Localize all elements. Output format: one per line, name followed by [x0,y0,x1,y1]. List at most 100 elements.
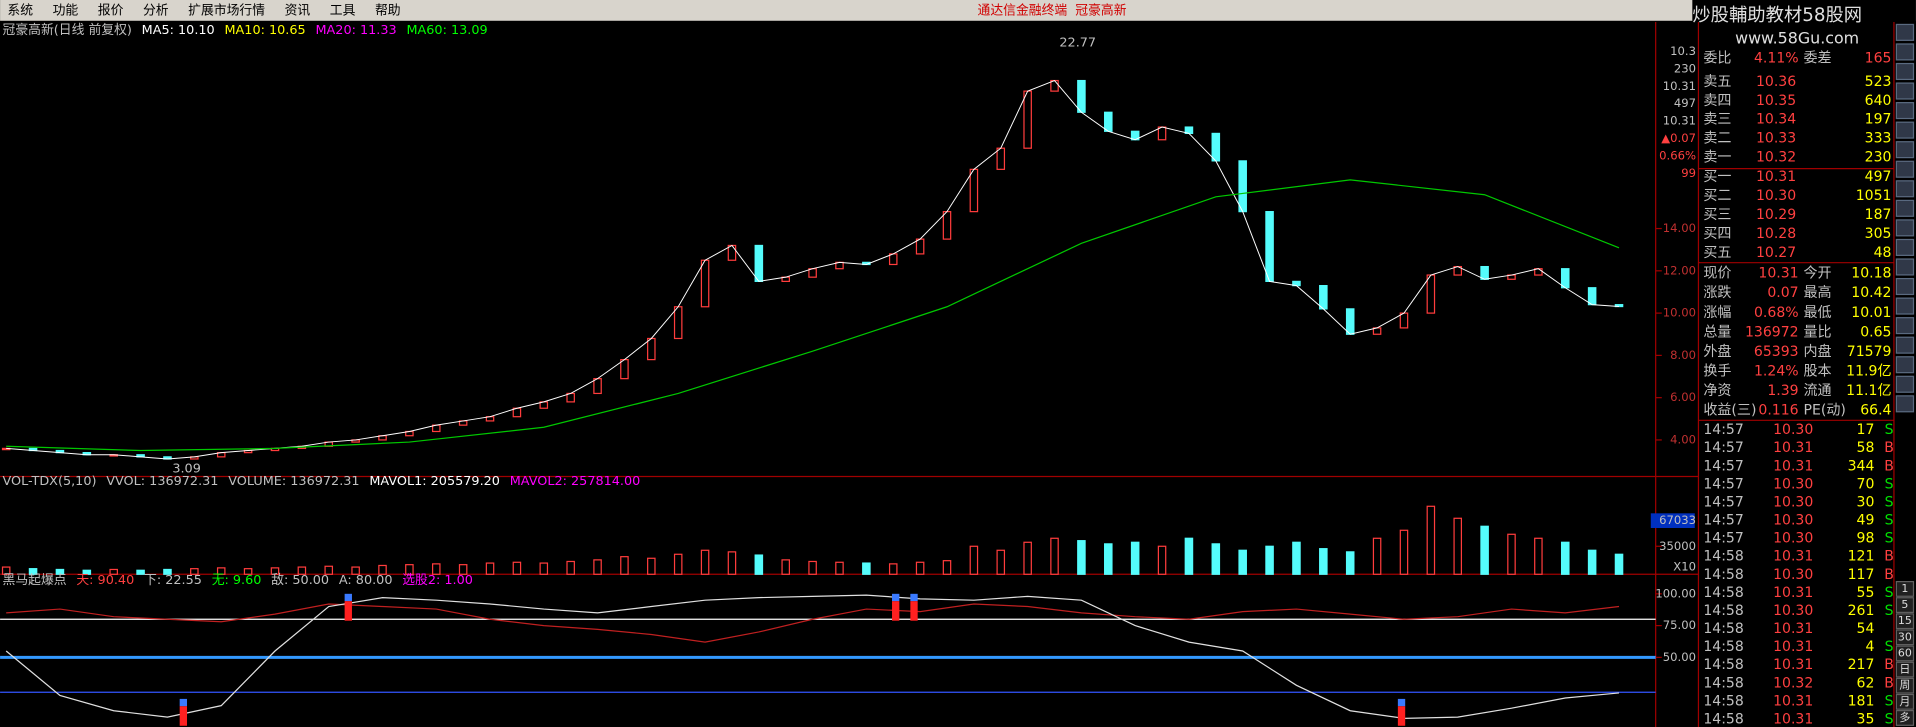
side-tab [1895,693,1915,710]
tool-icon [1895,160,1915,178]
cell: 0.116 [1758,403,1798,419]
red-line [6,603,1620,643]
cell: S [1885,476,1894,492]
cell: 11.1亿 [1846,383,1891,399]
tool-icon [1895,82,1915,100]
volume-bar [593,559,602,575]
y-tick-label: 8.00 [1670,348,1696,362]
tool-icon [1895,180,1915,198]
menu-item[interactable]: 工具 [330,3,356,18]
cell: 买一 [1703,169,1731,185]
candle [754,244,764,283]
volume-bar [324,565,334,575]
volume-bar [1023,541,1032,575]
cell: 1051 [1856,188,1892,204]
cell: 14:58 [1703,693,1743,709]
tool-icon [1895,277,1915,296]
candle [620,359,629,380]
cell: 买五 [1703,245,1731,261]
cell: 305 [1865,226,1892,242]
cell: 10.30 [1756,188,1796,204]
side-tab [1895,710,1915,726]
volume-bar [243,568,253,575]
cell: 收益(三) [1703,403,1756,419]
cell: 54 [1857,621,1875,637]
cell: 10.30 [1773,513,1813,529]
volume-bar [136,569,145,575]
cell: 49 [1857,513,1875,529]
signal-up [179,698,188,707]
cell: 委差 [1804,51,1832,67]
tool-icon [1895,317,1915,335]
cell: 14:58 [1703,567,1743,583]
quote-strip-value: 10.3 [1670,44,1696,58]
cell: PE(动) [1804,403,1846,419]
cell: 今开 [1804,266,1832,282]
cell: B [1884,440,1894,456]
terminal-name: 通达信金融终端 [978,2,1068,18]
side-tab [1895,677,1915,694]
y-tick-label: 50.00 [1663,650,1696,664]
volume-bar [1372,537,1382,575]
legend-item: MA60: 13.09 [406,23,487,38]
cell: S [1885,494,1894,510]
y-tick-label: 35000 [1659,539,1696,553]
legend-item: 敌: 50.00 [271,572,329,588]
menu-item[interactable]: 功能 [53,3,79,18]
frame [0,21,1895,727]
cell: 10.30 [1773,422,1813,438]
cell: 181 [1848,693,1875,709]
cell: 卖五 [1703,74,1731,90]
volume-bar [1,566,11,575]
cell: 261 [1848,603,1875,619]
candle [1104,111,1113,132]
legend-item: VOL-TDX(5,10) [3,474,97,489]
side-tab [1895,629,1915,646]
volume-bar [1184,537,1194,575]
volume-bar [1426,505,1436,575]
volume-bar [1211,543,1221,575]
volume-bar [620,556,629,575]
cell: 14:58 [1703,639,1743,655]
candle [593,378,602,395]
menu-item[interactable]: 报价 [98,3,124,18]
volume-bar [1507,533,1516,575]
cell: 14:57 [1703,476,1743,492]
legend-item: 选股2: 1.00 [402,573,473,588]
menu-item[interactable]: 分析 [143,3,169,18]
menu-item[interactable]: 资讯 [285,3,311,18]
cell: 最高 [1804,284,1832,301]
cell: 买二 [1703,188,1731,204]
signal-down [179,706,188,726]
cell: 10.01 [1851,305,1891,321]
cell: 10.30 [1773,567,1813,583]
tool-icon [1895,43,1915,61]
side-tab-label: 5 [1901,598,1908,611]
cell: 14:58 [1703,657,1743,673]
legend-item: 下: 22.55 [144,573,202,588]
menu-item[interactable]: 扩展市场行情 [188,2,265,18]
candle [673,306,683,340]
volume-bar [808,560,817,575]
side-tab [1895,661,1915,678]
cell: 涨跌 [1703,285,1731,301]
cell: 58 [1857,440,1875,456]
cell: 10.31 [1773,657,1813,673]
cell: 65393 [1754,344,1799,360]
legend-item: MAVOL2: 257814.00 [510,474,641,489]
cell: 外盘 [1703,343,1731,360]
volume-bar [942,560,952,575]
cell: S [1885,711,1894,727]
tool-icon [1895,62,1915,81]
tool-icon [1895,23,1915,41]
cell: 14:58 [1703,621,1743,637]
cell: S [1885,513,1894,529]
quote-strip-value: 10.31 [1663,114,1696,128]
menu-item[interactable]: 系统 [7,3,33,18]
menu-item[interactable]: 帮助 [375,3,401,18]
cell: 70 [1857,476,1875,492]
volume-bar [431,563,441,575]
cell: B [1884,549,1894,565]
cell: B [1884,657,1894,673]
volume-bar [1050,537,1059,575]
